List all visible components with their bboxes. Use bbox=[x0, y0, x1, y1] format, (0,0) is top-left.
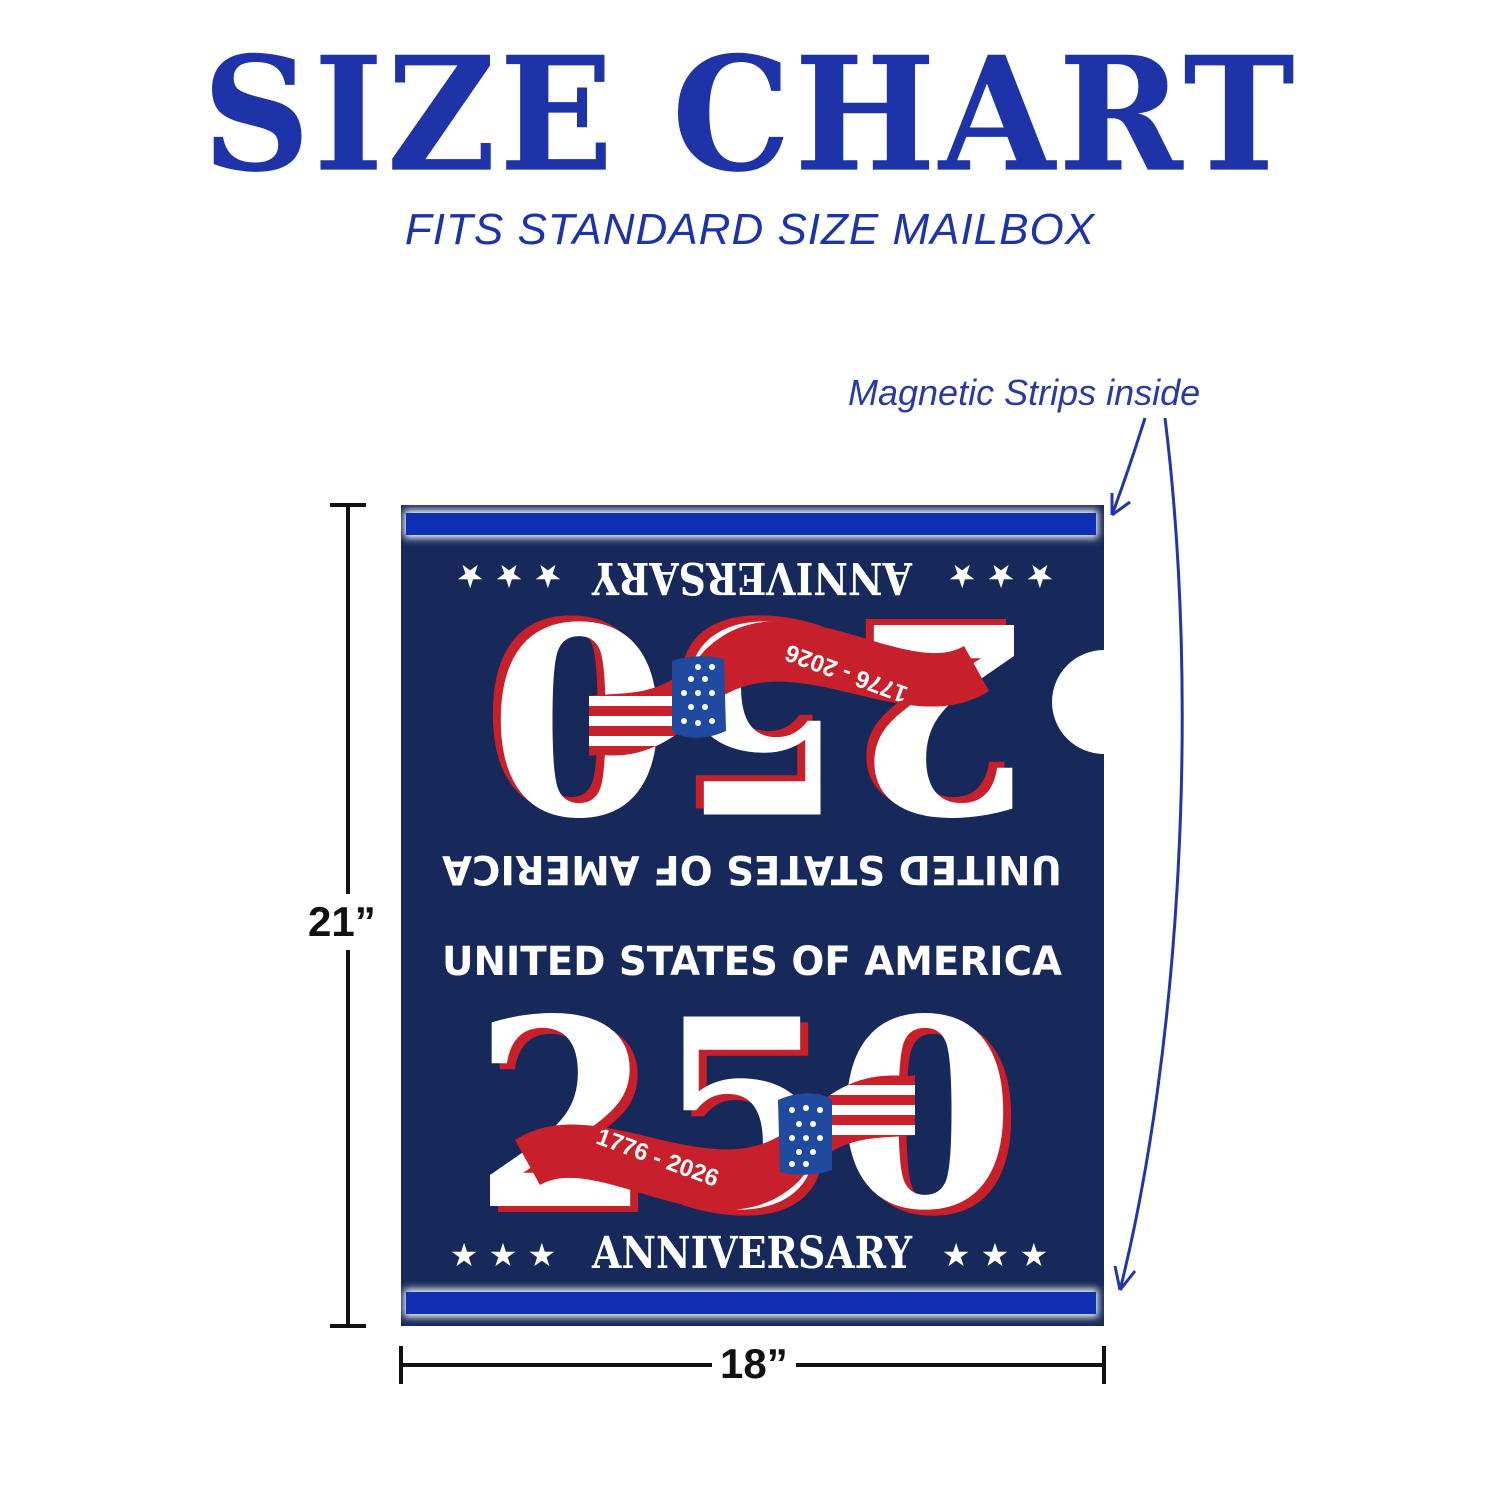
magnetic-strip-top bbox=[404, 510, 1098, 538]
anniversary-line: ANNIVERSARY bbox=[591, 1228, 912, 1279]
number-250-shadow-rotated: 250 bbox=[481, 557, 1024, 862]
canton-stars-rotated bbox=[681, 664, 715, 726]
callout-arrows bbox=[1110, 417, 1184, 1291]
flag-stripes bbox=[820, 1085, 915, 1135]
stars-right: ★ ★ ★ bbox=[942, 1236, 1048, 1274]
country-line: UNITED STATES OF AMERICA bbox=[442, 939, 1062, 985]
height-label: 21” bbox=[304, 894, 380, 950]
canton-stars bbox=[789, 1105, 823, 1167]
stars-left-rotated: ★ ★ ★ bbox=[948, 557, 1054, 595]
cover-back-half-rotated: 250 250 1776 - 2026 UNITED STATES OF AME… bbox=[442, 552, 1062, 892]
width-label: 18” bbox=[712, 1340, 796, 1388]
page-subtitle: FITS STANDARD SIZE MAILBOX bbox=[404, 205, 1096, 254]
flag-canton-rotated bbox=[672, 656, 726, 738]
stars-left: ★ ★ ★ bbox=[450, 1236, 556, 1274]
flag-canton bbox=[778, 1093, 832, 1175]
stars-right-rotated: ★ ★ ★ bbox=[456, 557, 562, 595]
number-250: 250 bbox=[473, 963, 1016, 1268]
flag-stripes-rotated bbox=[589, 696, 684, 746]
country-line-rotated: UNITED STATES OF AMERICA bbox=[442, 846, 1062, 892]
number-250-rotated: 250 bbox=[489, 563, 1032, 868]
page-title: SIZE CHART bbox=[202, 22, 1298, 208]
magnetic-strips-callout: Magnetic Strips inside bbox=[848, 372, 1201, 413]
mailbox-cover-panel bbox=[401, 505, 1104, 1326]
number-250-shadow: 250 bbox=[481, 969, 1024, 1274]
magnetic-strip-bottom bbox=[404, 1289, 1098, 1317]
cover-front-half: 250 250 1776 - 2026 UNITED STATES OF AME… bbox=[442, 939, 1062, 1279]
anniversary-line-rotated: ANNIVERSARY bbox=[591, 552, 912, 603]
